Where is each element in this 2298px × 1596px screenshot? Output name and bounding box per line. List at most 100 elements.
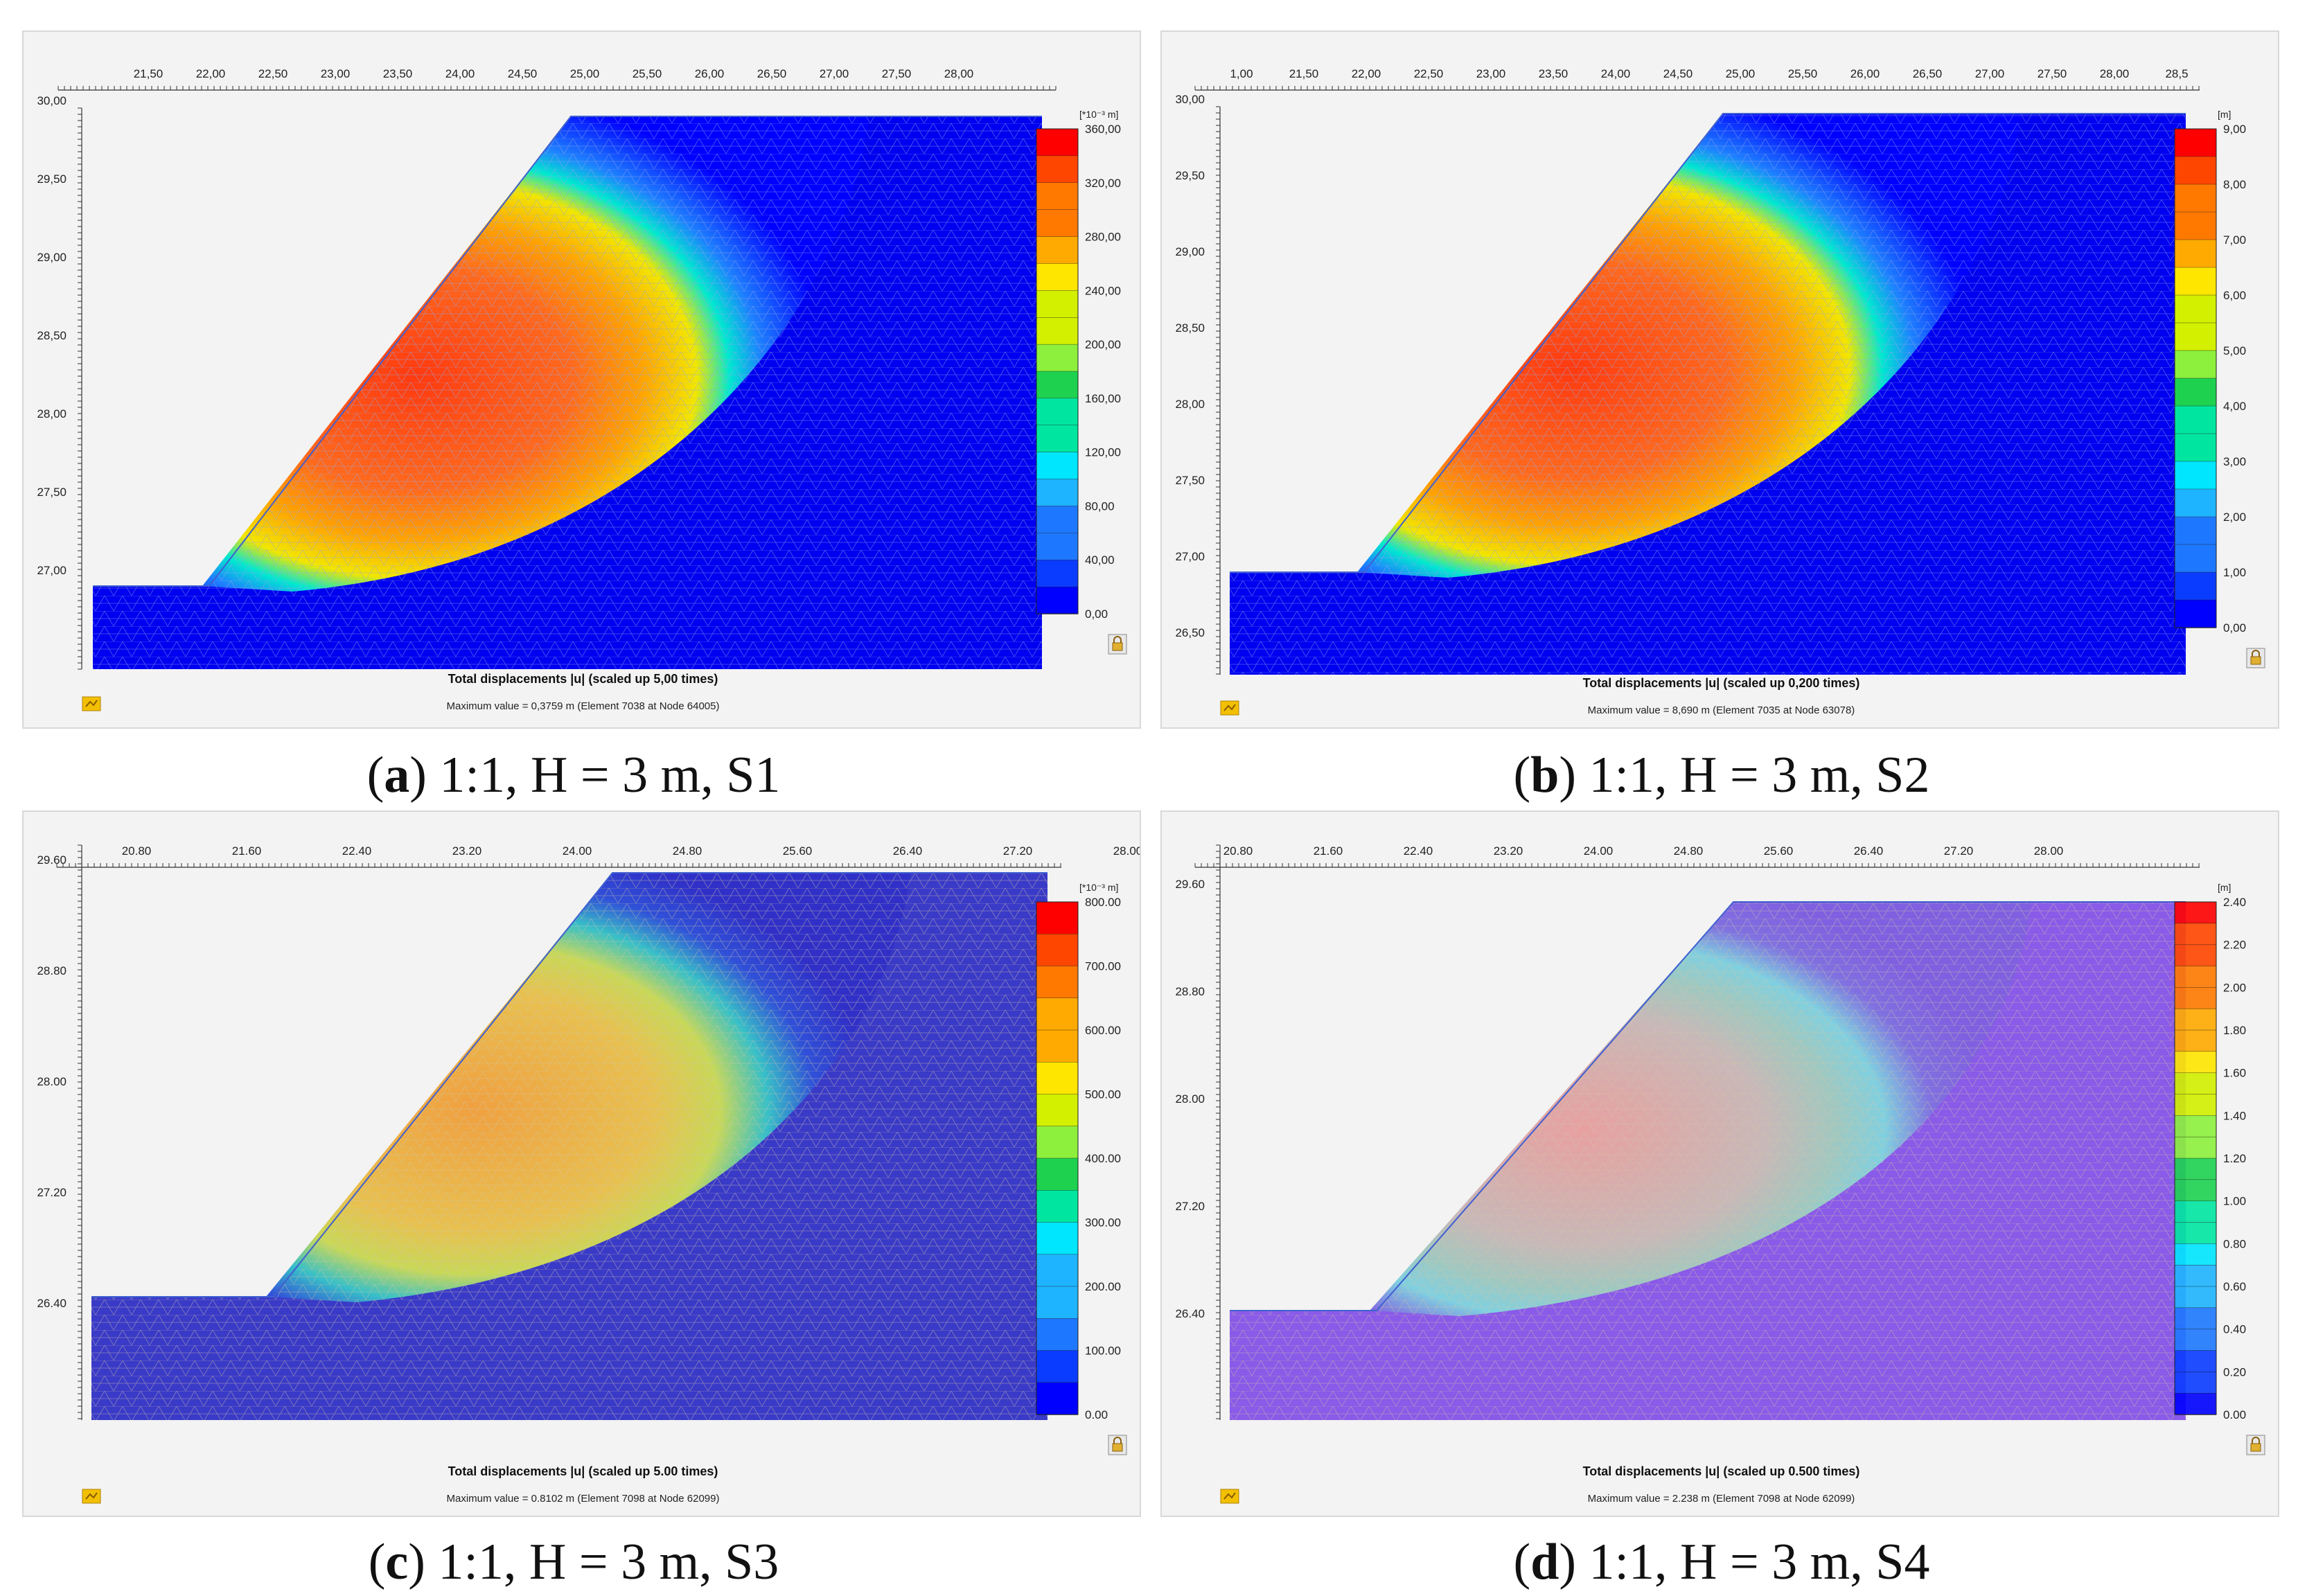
- x-tick-label: 22,50: [258, 67, 288, 80]
- footer-max-value: Maximum value = 2.238 m (Element 7098 at…: [1588, 1493, 1855, 1505]
- legend-tick-label: 600.00: [1085, 1024, 1121, 1037]
- fe-mesh: [1230, 114, 2186, 675]
- x-tick-label: 25.60: [783, 844, 813, 858]
- legend-band: [1036, 1126, 1079, 1159]
- legend-band: [2174, 599, 2217, 628]
- x-tick-label: 23,50: [383, 67, 413, 80]
- x-tick-label: 25.60: [1764, 844, 1794, 858]
- legend-tick-label: 280,00: [1085, 231, 1121, 244]
- panel-c: 20.80 21.60 22.40 23.20 24.00 24.80 25.60 26.40…: [22, 810, 1141, 1517]
- y-tick-label: 29,50: [1175, 169, 1205, 182]
- status-icon[interactable]: [82, 696, 101, 711]
- status-icon[interactable]: [1220, 700, 1239, 716]
- ground-surface: [93, 116, 1042, 587]
- legend-unit: [m]: [2218, 882, 2231, 893]
- legend-band: [2174, 1222, 2217, 1245]
- legend-tick-label: 2.20: [2223, 939, 2246, 952]
- x-tick-label: 24.80: [1674, 844, 1704, 858]
- footer-max-value: Maximum value = 8,690 m (Element 7035 at…: [1588, 704, 1855, 716]
- legend-band: [2174, 1329, 2217, 1351]
- footer-title: Total displacements |u| (scaled up 5.00 …: [448, 1464, 718, 1478]
- lock-icon[interactable]: [1108, 634, 1127, 655]
- footer-title: Total displacements |u| (scaled up 0,200…: [1583, 676, 1860, 690]
- legend-tick-label: 0.00: [2223, 1408, 2246, 1421]
- x-tick-label: 24,50: [508, 67, 538, 80]
- legend-tick-label: 0.20: [2223, 1365, 2246, 1378]
- legend-band: [2174, 544, 2217, 573]
- lock-icon[interactable]: [2246, 1435, 2265, 1455]
- legend-band: [1036, 1286, 1079, 1319]
- panel-d: 20.80 21.60 22.40 23.20 24.00 24.80 25.60 26.40…: [1160, 810, 2279, 1517]
- y-tick-label: 29,00: [37, 251, 67, 264]
- legend-band: [2174, 1179, 2217, 1202]
- legend-tick-label: 240,00: [1085, 284, 1121, 297]
- legend-tick-label: 6,00: [2223, 289, 2246, 302]
- legend-band: [2174, 156, 2217, 185]
- x-tick-label: 22.40: [1404, 844, 1433, 858]
- legend-tick-label: 100.00: [1085, 1345, 1121, 1358]
- legend-band: [1036, 155, 1079, 184]
- legend-band: [1036, 317, 1079, 345]
- legend-tick-label: 3,00: [2223, 455, 2246, 468]
- legend-band: [2174, 433, 2217, 462]
- legend-tick-label: 7,00: [2223, 233, 2246, 247]
- legend-band: [1036, 344, 1079, 372]
- legend-tick-label: 0.80: [2223, 1237, 2246, 1250]
- x-tick-label: 22,50: [1414, 67, 1444, 80]
- legend-band: [1036, 1190, 1079, 1223]
- legend-band: [2174, 488, 2217, 517]
- status-icon[interactable]: [1220, 1489, 1239, 1504]
- ground-surface: [1230, 901, 2186, 1311]
- legend-tick-label: 400.00: [1085, 1152, 1121, 1165]
- legend-band: [1036, 966, 1079, 999]
- x-tick-label: 23.20: [1494, 844, 1523, 858]
- legend-band: [1036, 1382, 1079, 1415]
- legend-band: [2174, 1286, 2217, 1309]
- y-tick-label: 28.00: [37, 1075, 67, 1088]
- x-tick-label: 26.40: [1854, 844, 1884, 858]
- y-tick-label: 28,50: [1175, 321, 1205, 335]
- x-tick-label: 25,50: [1788, 67, 1818, 80]
- legend-band: [2174, 516, 2217, 545]
- legend-band: [1036, 533, 1079, 560]
- legend-band: [2174, 239, 2217, 268]
- legend-band: [1036, 452, 1079, 480]
- legend-band: [2174, 267, 2217, 296]
- y-tick-label: 28.80: [1175, 985, 1205, 998]
- legend-band: [2174, 184, 2217, 213]
- x-tick-label: 20.80: [1223, 844, 1253, 858]
- legend-band: [1036, 1158, 1079, 1191]
- legend-band: [2174, 322, 2217, 351]
- legend-tick-label: 320,00: [1085, 177, 1121, 190]
- x-tick-label: 28.00: [1113, 844, 1141, 858]
- lock-icon[interactable]: [2246, 648, 2265, 668]
- y-tick-label: 29,50: [37, 172, 67, 186]
- legend-band: [2174, 1264, 2217, 1287]
- legend-band: [2174, 1072, 2217, 1095]
- legend-tick-label: 360,00: [1085, 123, 1121, 136]
- legend-band: [2174, 1051, 2217, 1074]
- legend-band: [1036, 263, 1079, 292]
- y-tick-label: 30,00: [1175, 93, 1205, 106]
- legend-tick-label: 2.40: [2223, 896, 2246, 909]
- legend-tick-label: 200,00: [1085, 338, 1121, 351]
- legend-tick-label: 300.00: [1085, 1216, 1121, 1230]
- legend-tick-label: 160,00: [1085, 392, 1121, 405]
- y-tick-label: 28,00: [1175, 398, 1205, 411]
- status-icon[interactable]: [82, 1489, 101, 1504]
- x-tick-label: 24,50: [1663, 67, 1693, 80]
- legend-band: [1036, 290, 1079, 318]
- legend-tick-label: 8,00: [2223, 178, 2246, 191]
- caption-d: (d) 1:1, H = 3 m, S4: [1513, 1534, 1930, 1590]
- legend-band: [1036, 998, 1079, 1031]
- legend-band: [1036, 371, 1079, 399]
- legend-band: [1036, 1029, 1079, 1063]
- y-tick-label: 30,00: [37, 94, 67, 107]
- legend-band: [2174, 987, 2217, 1009]
- lock-icon[interactable]: [1108, 1435, 1127, 1455]
- y-tick-label: 28.00: [1175, 1092, 1205, 1106]
- legend-band: [2174, 1158, 2217, 1180]
- x-tick-label: 27.20: [1944, 844, 1974, 858]
- legend-band: [1036, 128, 1079, 157]
- y-tick-label: 29.60: [37, 853, 67, 867]
